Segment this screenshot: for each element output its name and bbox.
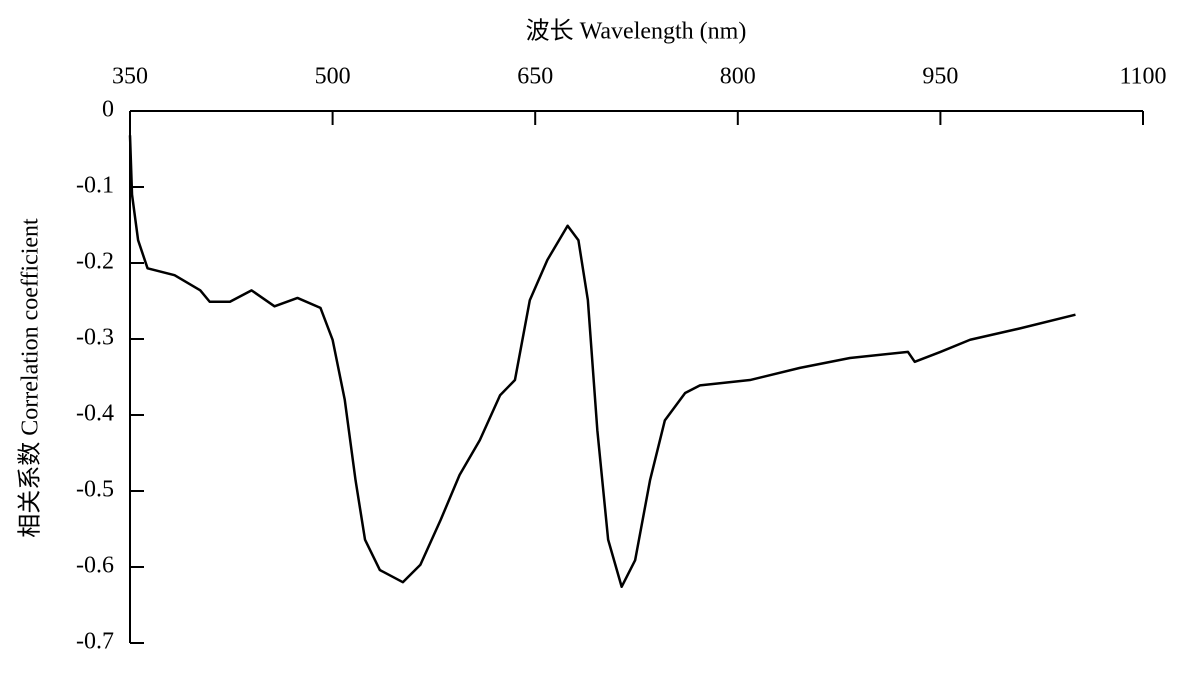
y-tick-label: 0 [102, 97, 114, 123]
y-tick-label: -0.6 [76, 553, 114, 579]
y-tick-label: -0.7 [76, 629, 114, 655]
y-tick-label: -0.4 [76, 401, 114, 427]
y-axis-title: 相关系数 Correlation coefficient [17, 218, 44, 538]
y-tick-label: -0.1 [76, 173, 114, 199]
data-line [128, 135, 1076, 589]
x-tick-label: 500 [315, 64, 351, 90]
x-tick-label: 1100 [1119, 64, 1166, 90]
x-tick-label: 950 [922, 64, 958, 90]
x-tick-label: 350 [112, 64, 148, 90]
y-tick-label: -0.2 [76, 249, 114, 275]
x-tick-label: 650 [517, 64, 553, 90]
x-tick-label: 800 [720, 64, 756, 90]
y-tick-label: -0.5 [76, 477, 114, 503]
x-axis-title: 波长 Wavelength (nm) [526, 18, 747, 45]
y-tick-label: -0.3 [76, 325, 114, 351]
